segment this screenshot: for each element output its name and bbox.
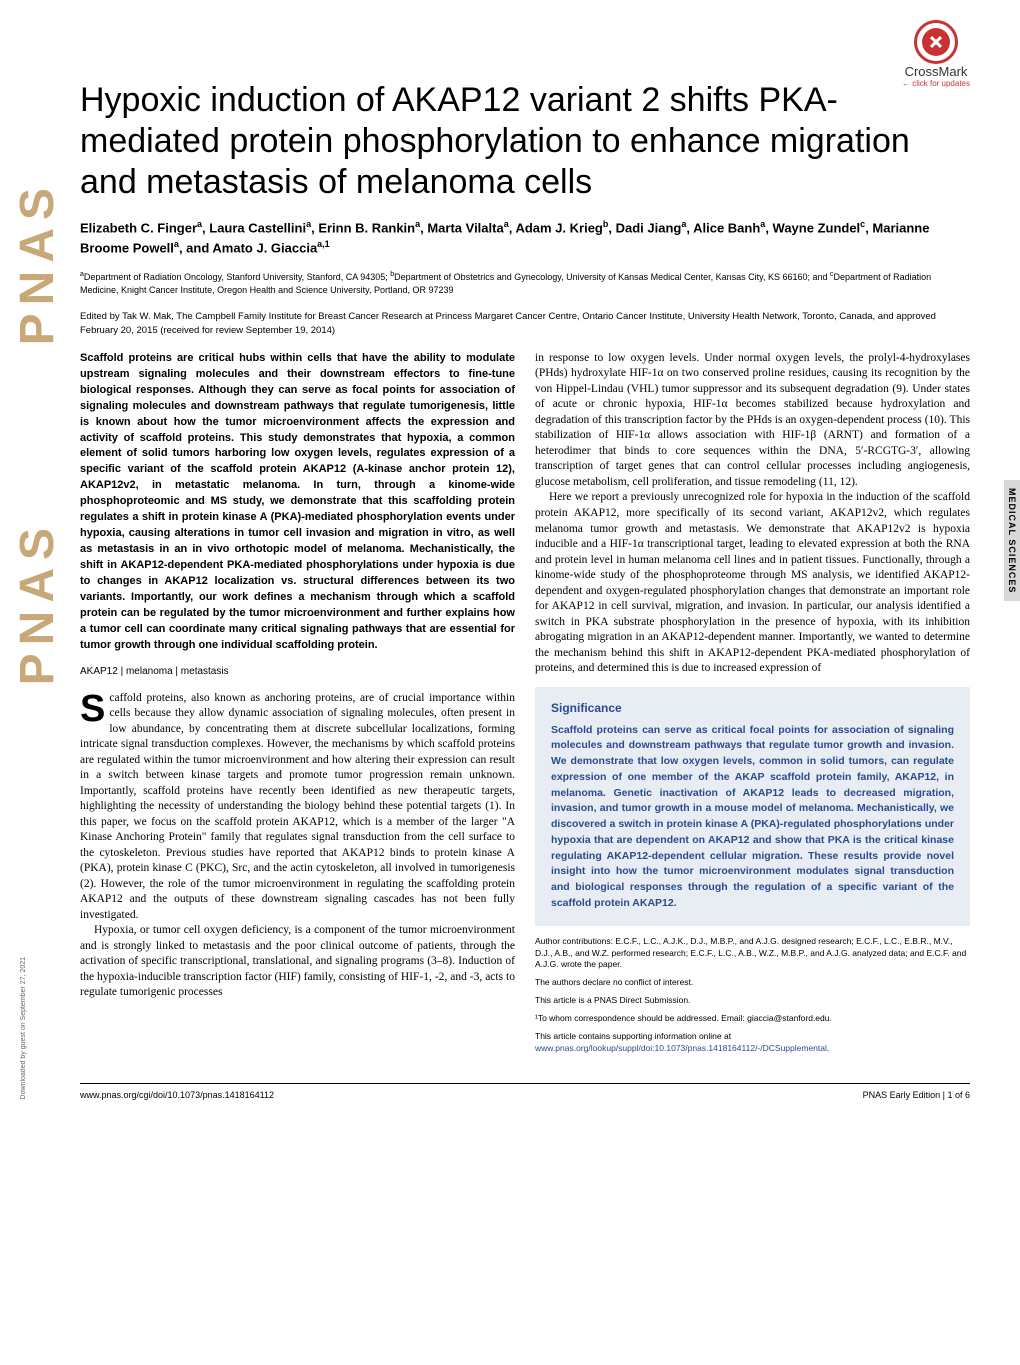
footer-doi[interactable]: www.pnas.org/cgi/doi/10.1073/pnas.141816… xyxy=(80,1090,274,1100)
dropcap: S xyxy=(80,691,109,725)
paper-page: PNAS PNAS MEDICAL SCIENCES Downloaded by… xyxy=(0,0,1020,1120)
submission-type: This article is a PNAS Direct Submission… xyxy=(535,995,970,1007)
significance-box: Significance Scaffold proteins can serve… xyxy=(535,687,970,926)
significance-title: Significance xyxy=(551,701,954,715)
crossmark-badge[interactable]: CrossMark ← click for updates xyxy=(902,20,970,88)
correspondence: ¹To whom correspondence should be addres… xyxy=(535,1013,970,1025)
pnas-logo-top: PNAS xyxy=(10,180,65,345)
keywords: AKAP12 | melanoma | metastasis xyxy=(80,666,515,677)
section-tab: MEDICAL SCIENCES xyxy=(1004,480,1020,601)
affiliations: aDepartment of Radiation Oncology, Stanf… xyxy=(80,270,970,296)
footer: www.pnas.org/cgi/doi/10.1073/pnas.141816… xyxy=(80,1083,970,1100)
edited-by: Edited by Tak W. Mak, The Campbell Famil… xyxy=(80,310,970,337)
crossmark-sub: ← click for updates xyxy=(902,79,970,88)
body-text-left: Scaffold proteins, also known as anchori… xyxy=(80,691,515,1001)
body-p1: caffold proteins, also known as anchorin… xyxy=(80,692,515,921)
supporting-link[interactable]: www.pnas.org/lookup/suppl/doi:10.1073/pn… xyxy=(535,1043,827,1053)
abstract: Scaffold proteins are critical hubs with… xyxy=(80,351,515,654)
body-text-right: in response to low oxygen levels. Under … xyxy=(535,351,970,677)
body-p3: in response to low oxygen levels. Under … xyxy=(535,351,970,491)
authors: Elizabeth C. Fingera, Laura Castellinia,… xyxy=(80,218,970,258)
footer-page: PNAS Early Edition | 1 of 6 xyxy=(863,1090,970,1100)
crossmark-icon xyxy=(914,20,958,64)
body-p2: Hypoxia, or tumor cell oxygen deficiency… xyxy=(80,923,515,1001)
download-note: Downloaded by guest on September 27, 202… xyxy=(20,957,27,1099)
conflict-statement: The authors declare no conflict of inter… xyxy=(535,977,970,989)
body-p4: Here we report a previously unrecognized… xyxy=(535,490,970,676)
two-column-layout: Scaffold proteins are critical hubs with… xyxy=(80,351,970,1061)
crossmark-label: CrossMark xyxy=(902,64,970,79)
right-column: in response to low oxygen levels. Under … xyxy=(535,351,970,1061)
left-column: Scaffold proteins are critical hubs with… xyxy=(80,351,515,1061)
significance-text: Scaffold proteins can serve as critical … xyxy=(551,723,954,912)
article-title: Hypoxic induction of AKAP12 variant 2 sh… xyxy=(80,80,970,202)
pnas-logo-bottom: PNAS xyxy=(10,520,65,685)
supporting-info: This article contains supporting informa… xyxy=(535,1031,970,1055)
author-contributions: Author contributions: E.C.F., L.C., A.J.… xyxy=(535,936,970,972)
